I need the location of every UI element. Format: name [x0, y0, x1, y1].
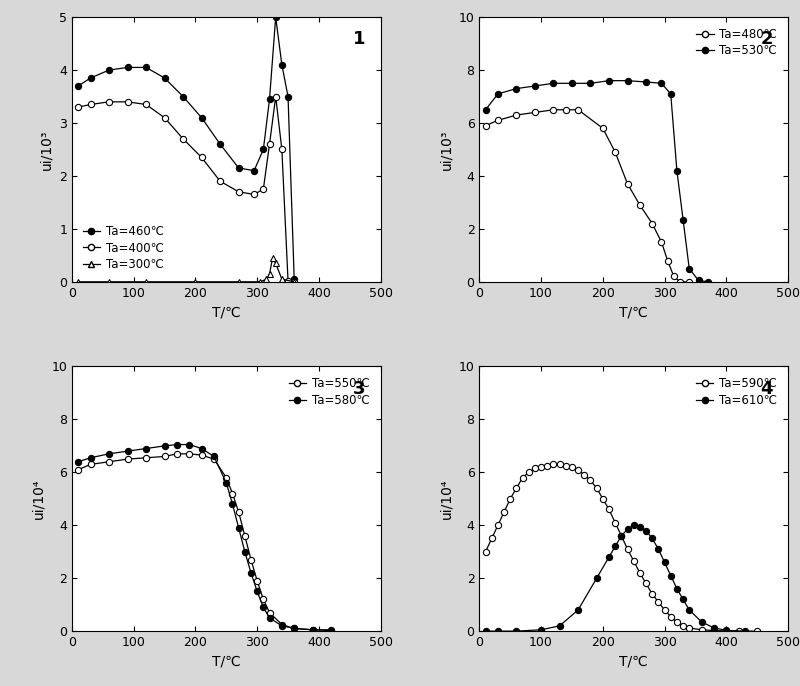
X-axis label: T/℃: T/℃ [212, 654, 241, 669]
Text: 3: 3 [353, 380, 366, 398]
Text: 1: 1 [353, 30, 366, 49]
Legend: Ta=460℃, Ta=400℃, Ta=300℃: Ta=460℃, Ta=400℃, Ta=300℃ [78, 220, 169, 276]
X-axis label: T/℃: T/℃ [212, 305, 241, 319]
Legend: Ta=590℃, Ta=610℃: Ta=590℃, Ta=610℃ [691, 372, 782, 412]
Y-axis label: ui/10⁴: ui/10⁴ [439, 479, 453, 519]
Legend: Ta=480℃, Ta=530℃: Ta=480℃, Ta=530℃ [691, 23, 782, 62]
Text: 4: 4 [760, 380, 773, 398]
Legend: Ta=550℃, Ta=580℃: Ta=550℃, Ta=580℃ [284, 372, 374, 412]
X-axis label: T/℃: T/℃ [619, 654, 648, 669]
Y-axis label: ui/10³: ui/10³ [439, 129, 453, 169]
Text: 2: 2 [760, 30, 773, 49]
Y-axis label: ui/10³: ui/10³ [39, 129, 54, 169]
Y-axis label: ui/10⁴: ui/10⁴ [32, 479, 46, 519]
X-axis label: T/℃: T/℃ [619, 305, 648, 319]
